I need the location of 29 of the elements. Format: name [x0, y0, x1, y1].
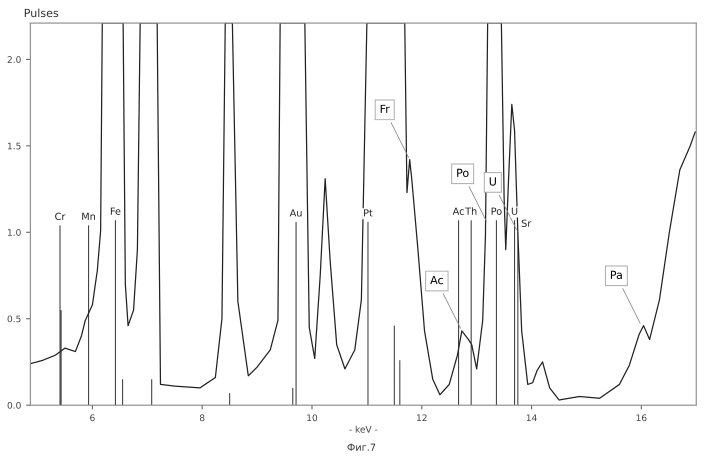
- annotation: U: [490, 177, 496, 186]
- x-tick-label: 16: [636, 414, 647, 422]
- data-label: U: [512, 208, 518, 215]
- y-tick-label: 0.5: [8, 315, 21, 322]
- data-label: Mn: [82, 212, 96, 220]
- data-label: Au: [290, 209, 302, 217]
- x-axis-title: - keV -: [349, 426, 378, 433]
- data-label: Fe: [110, 208, 120, 215]
- y-tick-label: 0.0: [8, 402, 21, 409]
- x-tick-label: 10: [307, 414, 318, 422]
- y-tick-label: 2.0: [8, 56, 21, 63]
- annotation: Po: [457, 168, 469, 178]
- data-label: Cr: [55, 212, 66, 220]
- data-label: Sr: [522, 220, 532, 227]
- data-label: Po: [492, 208, 502, 215]
- annotation: Ac: [430, 276, 443, 284]
- data-label: Ac: [452, 208, 464, 215]
- text: Фиг.7: [348, 444, 376, 451]
- x-tick-label: 14: [526, 414, 537, 422]
- y-tick-label: 1.0: [8, 229, 21, 236]
- annotation: Pa: [610, 270, 622, 280]
- data-label: Th: [465, 207, 476, 215]
- y-axis-title: Pulses: [24, 8, 58, 18]
- x-tick-label: 8: [200, 414, 204, 422]
- x-tick-label: 12: [417, 414, 427, 422]
- x-tick-label: 6: [90, 414, 95, 422]
- annotation: Fr: [380, 104, 390, 113]
- y-tick-label: 1.5: [8, 142, 21, 150]
- data-label: Pt: [364, 209, 373, 216]
